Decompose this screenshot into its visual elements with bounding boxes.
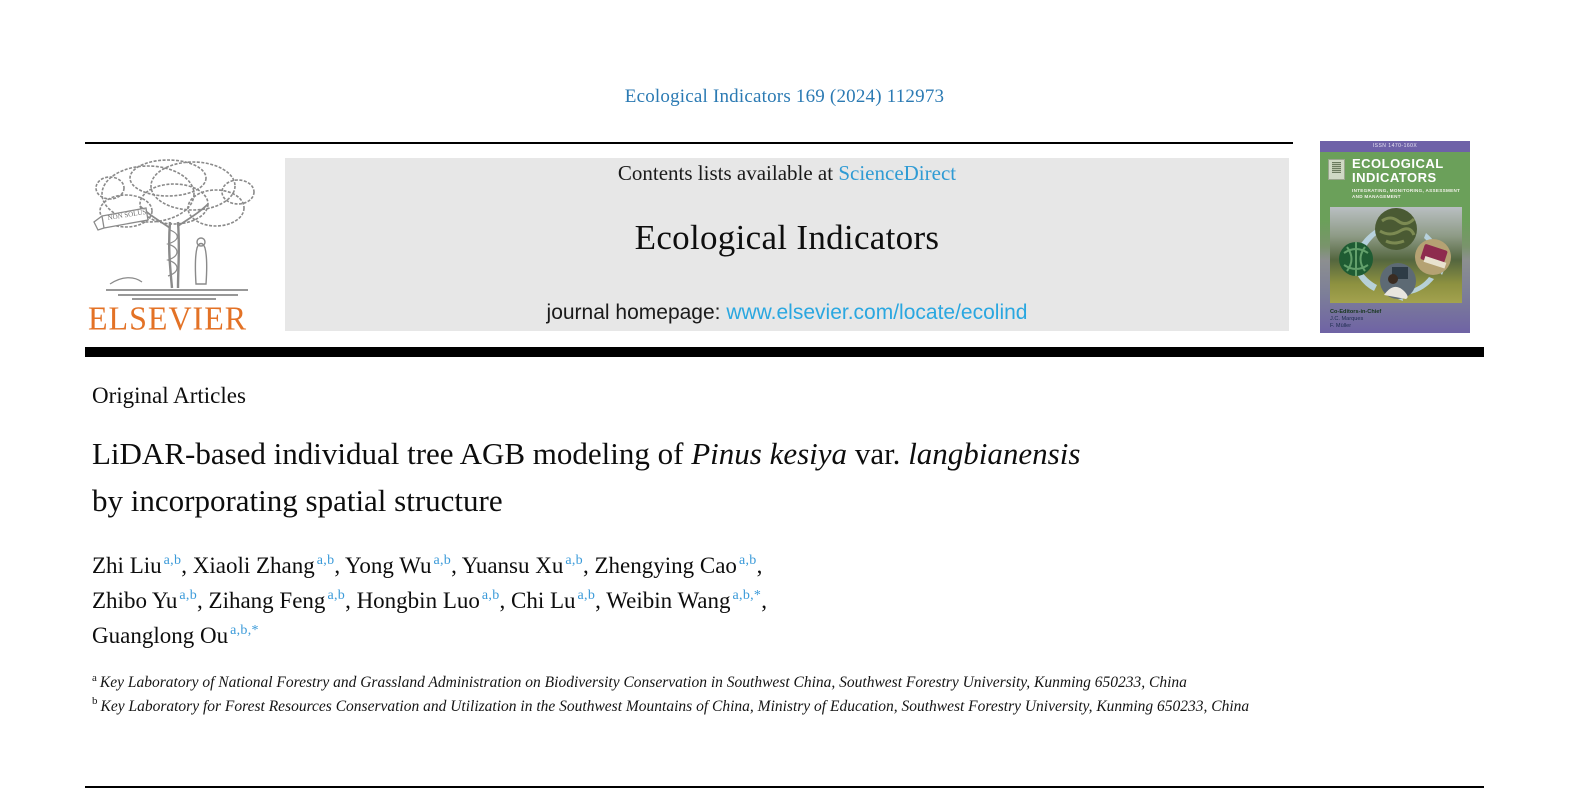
author-list: Zhi Liu a,b, Xiaoli Zhang a,b, Yong Wu a,b,…: [92, 548, 1332, 653]
homepage-label: journal homepage:: [546, 301, 727, 324]
journal-cover-thumbnail: ISSN 1470-160X ECOLOGICAL INDICATORS INT…: [1320, 141, 1470, 333]
journal-header-banner: Contents lists available at ScienceDirec…: [285, 158, 1289, 331]
author-name: Xiaoli Zhang: [192, 553, 315, 578]
author-separator: ,: [181, 553, 193, 578]
elsevier-logo: NON SOLUS ELSEVIER: [88, 156, 260, 337]
footer-rule: [85, 786, 1484, 788]
author-name: Zihang Feng: [208, 588, 326, 613]
article-title: LiDAR-based individual tree AGB modeling…: [92, 430, 1332, 524]
journal-homepage-line: journal homepage: www.elsevier.com/locat…: [285, 301, 1289, 325]
elsevier-tree-icon: NON SOLUS: [93, 159, 255, 300]
affiliation-superscript: b: [92, 695, 98, 708]
header-divider-rule: [85, 347, 1484, 357]
affiliations: a Key Laboratory of National Forestry and…: [92, 672, 1322, 719]
cover-title-line2: INDICATORS: [1352, 170, 1437, 185]
author-affiliation-superscript: a,b: [577, 588, 596, 604]
contents-lists-line: Contents lists available at ScienceDirec…: [285, 161, 1289, 186]
author-name: Guanglong Ou: [92, 623, 229, 648]
cover-editors-label: Co-Editors-in-Chief: [1330, 309, 1382, 315]
journal-homepage-link[interactable]: www.elsevier.com/locate/ecolind: [726, 301, 1028, 324]
cover-title-line1: ECOLOGICAL: [1352, 156, 1444, 171]
author-separator: ,: [334, 553, 346, 578]
title-species-italic: langbianensis: [908, 436, 1081, 471]
cover-editor-2: F. Müller: [1330, 323, 1352, 329]
cover-title: ECOLOGICAL INDICATORS: [1352, 157, 1444, 185]
author-name: Yuansu Xu: [461, 553, 564, 578]
author-separator: ,: [451, 553, 462, 578]
author-name: Yong Wu: [345, 553, 432, 578]
sciencedirect-link[interactable]: ScienceDirect: [838, 161, 957, 185]
title-text: LiDAR-based individual tree AGB modeling…: [92, 436, 692, 471]
author-name: Chi Lu: [511, 588, 576, 613]
author-name: Hongbin Luo: [356, 588, 480, 613]
author-affiliation-superscript: a,b: [163, 553, 182, 569]
author-separator: ,: [197, 588, 209, 613]
author-affiliation-superscript: a,b: [433, 553, 452, 569]
cover-editor-1: J.C. Marques: [1330, 316, 1364, 322]
cover-issn: ISSN 1470-160X: [1320, 141, 1470, 152]
author-separator: ,: [499, 588, 511, 613]
cover-subtitle: INTEGRATING, MONITORING, ASSESSMENT AND …: [1352, 188, 1461, 199]
author-name: Zhengying Cao: [594, 553, 737, 578]
contents-lists-text: Contents lists available at: [617, 161, 839, 185]
cover-elsevier-mini-logo-icon: [1328, 159, 1345, 180]
affiliation-item: a Key Laboratory of National Forestry and…: [92, 672, 1322, 695]
author-affiliation-superscript: a,b: [481, 588, 500, 604]
author-separator: ,: [756, 553, 763, 578]
title-text: by incorporating spatial structure: [92, 483, 503, 518]
article-type-label: Original Articles: [92, 383, 246, 408]
header-top-rule: [85, 142, 1293, 144]
author-separator: ,: [595, 588, 607, 613]
author-name: Zhibo Yu: [92, 588, 178, 613]
author-affiliation-superscript: a,b,*: [732, 588, 762, 604]
author-name: Weibin Wang: [606, 588, 731, 613]
author-affiliation-superscript: a,b: [327, 588, 346, 604]
affiliation-item: b Key Laboratory for Forest Resources Con…: [92, 696, 1322, 719]
author-name: Zhi Liu: [92, 553, 162, 578]
journal-title: Ecological Indicators: [634, 218, 940, 257]
affiliation-superscript: a: [92, 671, 97, 684]
author-affiliation-superscript: a,b: [179, 588, 198, 604]
affiliation-text: Key Laboratory of National Forestry and …: [99, 674, 1187, 691]
author-affiliation-superscript: a,b: [738, 553, 757, 569]
author-separator: ,: [345, 588, 357, 613]
author-affiliation-superscript: a,b,*: [230, 623, 259, 639]
author-affiliation-superscript: a,b: [316, 553, 335, 569]
affiliation-text: Key Laboratory for Forest Resources Cons…: [100, 697, 1250, 715]
title-species-italic: Pinus kesiya: [691, 436, 848, 471]
author-separator: ,: [582, 553, 595, 578]
cover-photo-collage: [1330, 207, 1462, 303]
author-separator: ,: [761, 588, 767, 613]
title-text: var.: [847, 436, 909, 471]
elsevier-wordmark: ELSEVIER: [88, 299, 248, 337]
cover-editors: Co-Editors-in-Chief J.C. Marques F. Müll…: [1330, 309, 1381, 330]
author-affiliation-superscript: a,b: [565, 553, 583, 569]
journal-citation-link[interactable]: Ecological Indicators 169 (2024) 112973: [624, 86, 945, 107]
